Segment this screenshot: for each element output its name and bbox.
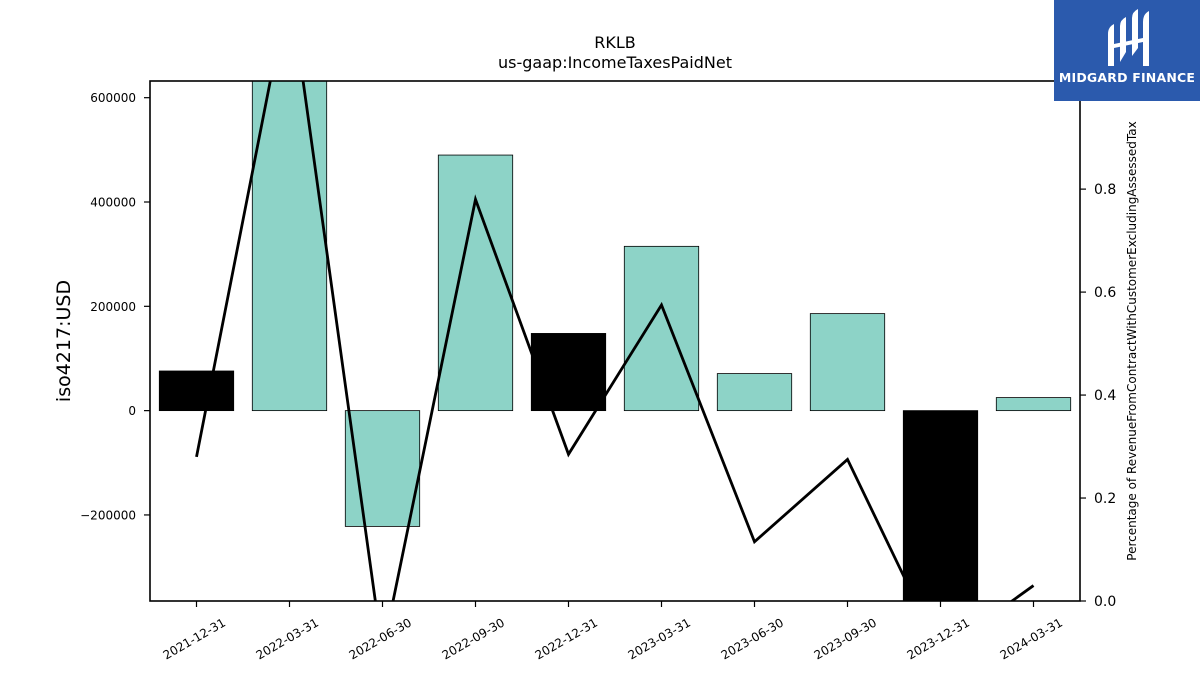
- chart-subtitle: us-gaap:IncomeTaxesPaidNet: [498, 53, 732, 72]
- x-tick-label: 2022-09-30: [440, 615, 507, 662]
- y-axis-label: iso4217:USD: [53, 280, 75, 402]
- y-tick-label: 400000: [90, 196, 136, 210]
- bar-2022-03-31: [251, 81, 328, 412]
- y2-axis-label: Percentage of RevenueFromContractWithCus…: [1125, 121, 1139, 560]
- x-tick-label: 2023-09-30: [812, 615, 879, 662]
- y-tick-label: 600000: [90, 91, 136, 105]
- y2-tick-label: 0.4: [1094, 388, 1116, 404]
- bar-2021-12-31: [158, 370, 235, 412]
- x-tick-label: 2021-12-31: [161, 615, 228, 662]
- bar-2023-09-30: [809, 313, 886, 412]
- bar-2023-06-30: [716, 373, 793, 412]
- line-group: [195, 81, 1035, 601]
- y-tick-label: 0: [128, 404, 136, 418]
- x-tick-label: 2022-12-31: [533, 615, 600, 662]
- y-tick-label: 200000: [90, 300, 136, 314]
- x-tick-label: 2024-03-31: [998, 615, 1065, 662]
- midgard-mark-icon: [1108, 9, 1149, 66]
- bars-group: [158, 81, 1072, 601]
- line-series: [195, 81, 1035, 601]
- bar-2023-12-31: [902, 410, 979, 601]
- y2-tick-label: 0.8: [1094, 182, 1116, 198]
- chart-title: RKLB: [594, 33, 636, 52]
- y2-tick-label: 0.6: [1094, 285, 1116, 301]
- y-tick-label: −200000: [80, 508, 136, 522]
- bar-2023-03-31: [623, 245, 700, 412]
- x-tick-label: 2023-12-31: [905, 615, 972, 662]
- x-tick-label: 2023-03-31: [626, 615, 693, 662]
- y2-tick-label: 0.2: [1094, 491, 1116, 507]
- plot-frame: [149, 80, 1081, 602]
- y2-tick-label: 0.0: [1094, 594, 1116, 610]
- brand-name: MIDGARD FINANCE: [1058, 70, 1196, 85]
- x-tick-label: 2023-06-30: [719, 615, 786, 662]
- x-tick-label: 2022-06-30: [347, 615, 414, 662]
- brand-logo: MIDGARD FINANCE: [1054, 0, 1200, 101]
- x-tick-label: 2022-03-31: [254, 615, 321, 662]
- bar-2024-03-31: [995, 397, 1072, 412]
- bar-2022-12-31: [530, 333, 607, 412]
- bar-2022-09-30: [437, 154, 514, 412]
